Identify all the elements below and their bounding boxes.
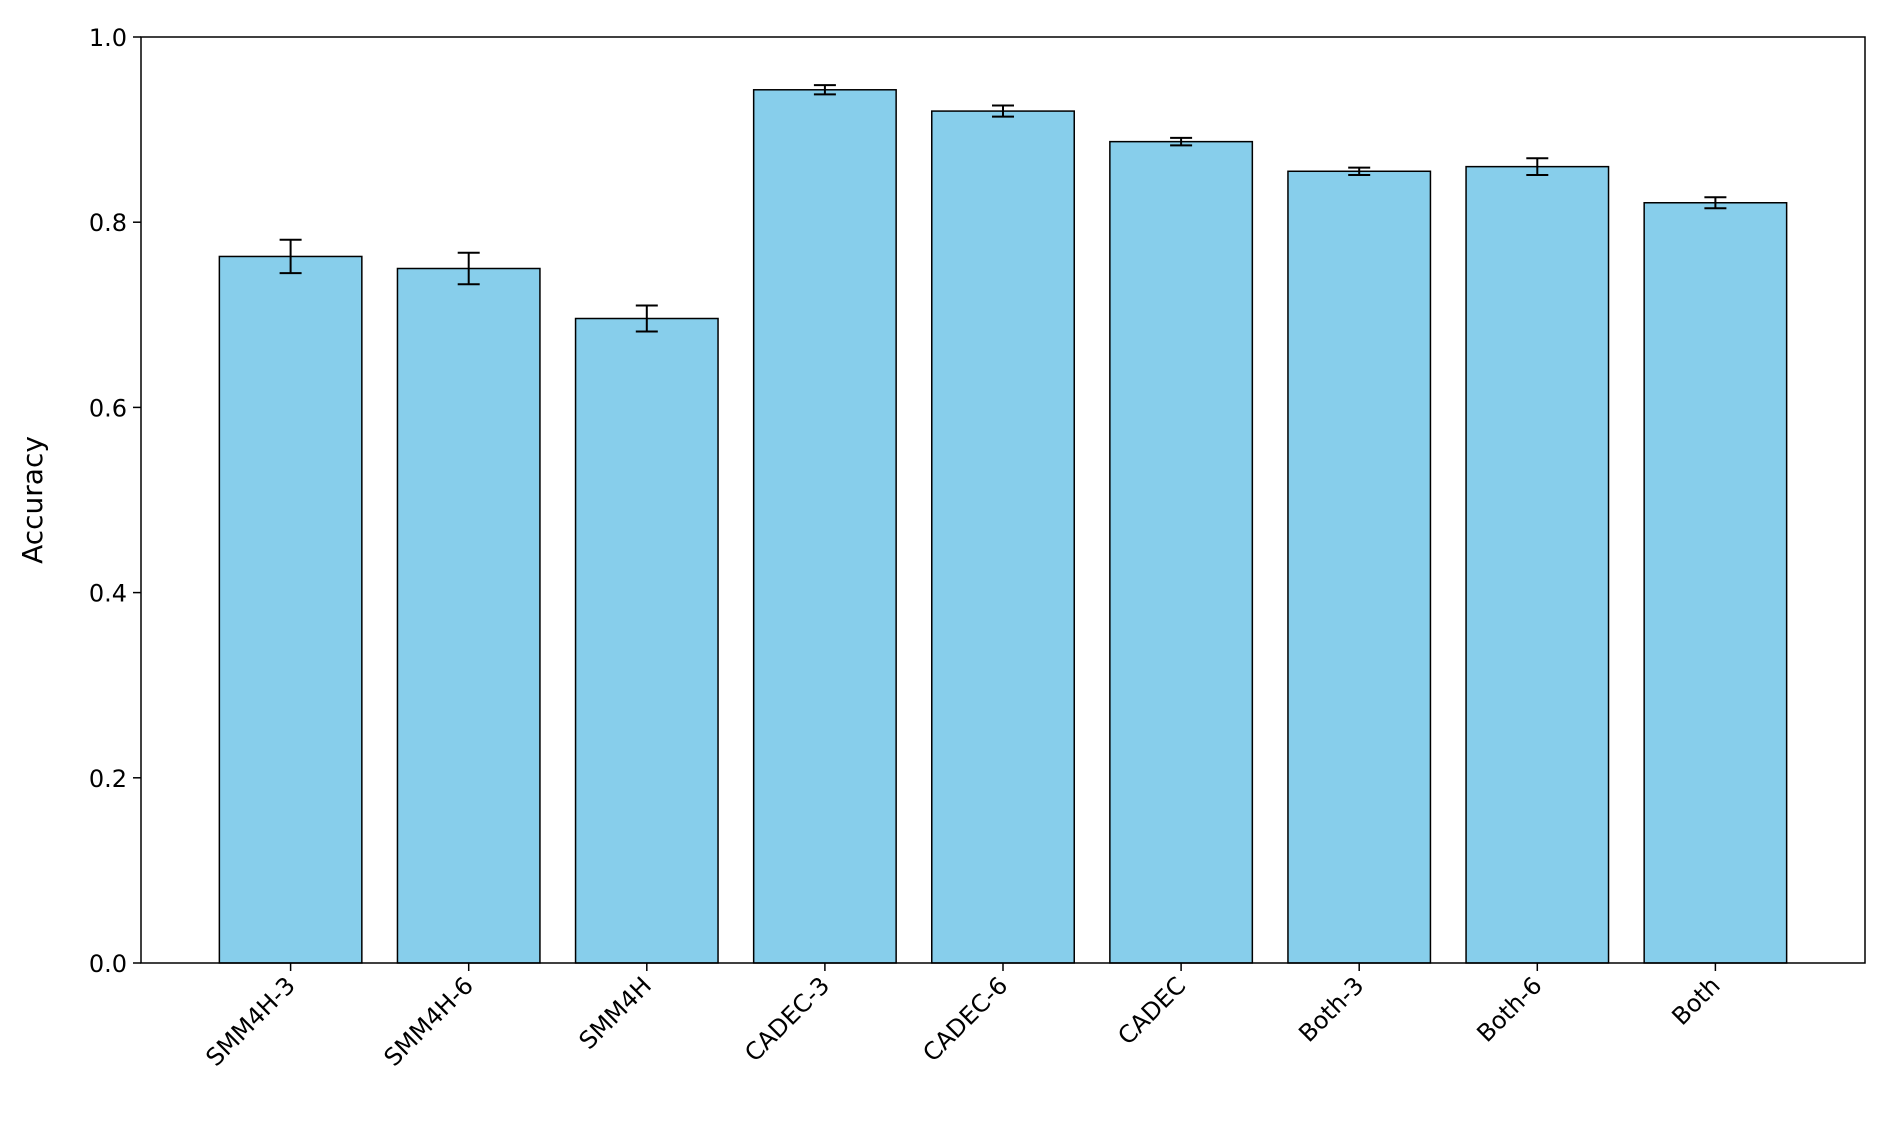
bar	[396, 267, 541, 964]
x-tick-label: Both-3	[1293, 971, 1369, 1047]
bar	[1465, 165, 1610, 964]
bar	[1643, 202, 1788, 964]
x-tick-label: Both-6	[1471, 971, 1547, 1047]
y-axis-label: Accuracy	[16, 436, 49, 564]
y-tick-label: 0.8	[89, 209, 127, 237]
y-tick-label: 1.0	[89, 24, 127, 52]
bar	[1109, 140, 1254, 964]
x-tick-label: CADEC-3	[739, 971, 835, 1067]
bar	[574, 317, 719, 964]
y-tick-label: 0.2	[89, 765, 127, 793]
y-tick-label: 0.0	[89, 950, 127, 978]
x-tick-label: CADEC-6	[917, 971, 1013, 1067]
x-tick-label: SMM4H-6	[379, 971, 479, 1071]
bar	[931, 110, 1075, 964]
x-tick-label: SMM4H-3	[201, 971, 301, 1071]
x-tick-label: Both	[1666, 971, 1725, 1030]
bar	[1287, 170, 1432, 964]
x-tick-label: CADEC	[1112, 971, 1191, 1050]
plot-frame	[140, 36, 1866, 964]
y-tick-label: 0.4	[89, 580, 127, 608]
bar	[218, 255, 363, 964]
bar	[752, 89, 897, 964]
y-tick-label: 0.6	[89, 394, 127, 422]
x-tick-label: SMM4H	[574, 971, 657, 1054]
